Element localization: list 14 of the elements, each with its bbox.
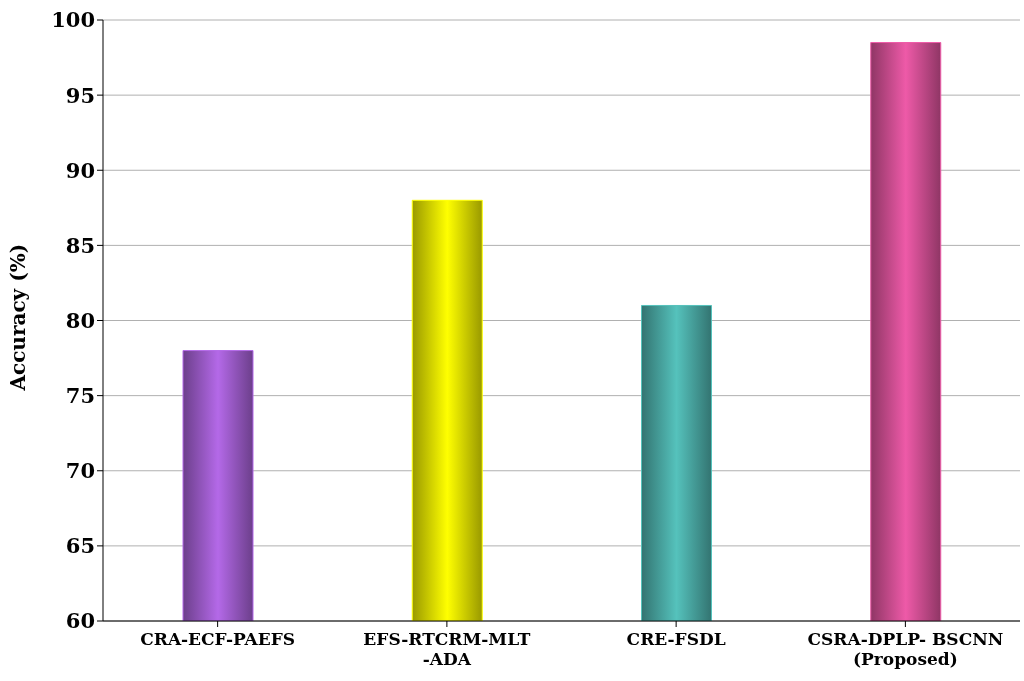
y-tick-label: 80: [65, 307, 95, 333]
x-tick-label: EFS-RTCRM-MLT -ADA: [363, 629, 531, 669]
x-tick-label: CSRA-DPLP- BSCNN (Proposed): [807, 629, 1004, 669]
y-axis-title: Accuracy (%): [6, 243, 31, 392]
y-tick-label: 100: [51, 7, 95, 33]
x-tick-label: CRE-FSDL: [626, 629, 726, 649]
x-tick-label: CRA-ECF-PAEFS: [140, 629, 296, 649]
y-tick-label: 65: [65, 533, 95, 559]
y-tick-label: 90: [65, 157, 95, 183]
y-tick-label: 60: [65, 608, 95, 634]
y-tick-label: 70: [65, 458, 95, 484]
y-tick-label: 95: [65, 82, 95, 108]
y-tick-label: 75: [65, 383, 95, 409]
y-tick-label: 85: [65, 232, 95, 258]
